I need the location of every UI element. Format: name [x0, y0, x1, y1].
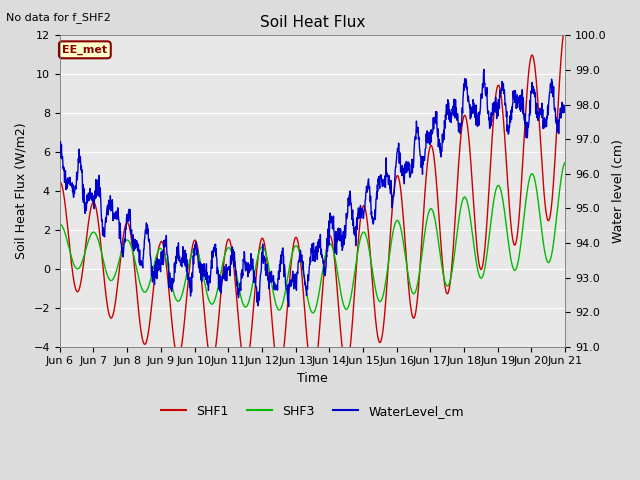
SHF1: [281, 337, 289, 343]
SHF3: [116, 256, 124, 262]
SHF3: [561, 160, 569, 166]
Line: WaterLevel_cm: WaterLevel_cm: [60, 69, 565, 307]
Line: SHF1: SHF1: [60, 26, 565, 377]
SHF3: [281, 292, 289, 298]
SHF1: [561, 24, 569, 29]
WaterLevel_cm: [116, 236, 124, 241]
X-axis label: Time: Time: [297, 372, 328, 385]
SHF3: [270, 294, 278, 300]
Y-axis label: Soil Heat Flux (W/m2): Soil Heat Flux (W/m2): [15, 123, 28, 259]
SHF1: [56, 179, 63, 184]
SHF1: [290, 240, 298, 246]
Line: SHF3: SHF3: [60, 163, 565, 313]
WaterLevel_cm: [290, 281, 298, 287]
SHF1: [270, 342, 278, 348]
SHF1: [116, 265, 124, 271]
SHF1: [309, 374, 317, 380]
SHF1: [344, 361, 351, 367]
SHF3: [56, 221, 63, 227]
Y-axis label: Water level (cm): Water level (cm): [612, 139, 625, 243]
SHF3: [290, 246, 298, 252]
WaterLevel_cm: [561, 106, 569, 111]
WaterLevel_cm: [281, 263, 289, 269]
SHF3: [95, 239, 103, 245]
WaterLevel_cm: [95, 180, 103, 186]
SHF3: [309, 310, 317, 316]
WaterLevel_cm: [344, 210, 351, 216]
WaterLevel_cm: [480, 66, 488, 72]
Title: Soil Heat Flux: Soil Heat Flux: [260, 15, 365, 30]
SHF1: [95, 224, 103, 229]
WaterLevel_cm: [270, 286, 278, 292]
WaterLevel_cm: [285, 304, 292, 310]
Text: EE_met: EE_met: [62, 45, 108, 55]
WaterLevel_cm: [56, 153, 63, 159]
Legend: SHF1, SHF3, WaterLevel_cm: SHF1, SHF3, WaterLevel_cm: [156, 400, 469, 423]
Text: No data for f_SHF2: No data for f_SHF2: [6, 12, 111, 23]
SHF3: [344, 305, 351, 311]
